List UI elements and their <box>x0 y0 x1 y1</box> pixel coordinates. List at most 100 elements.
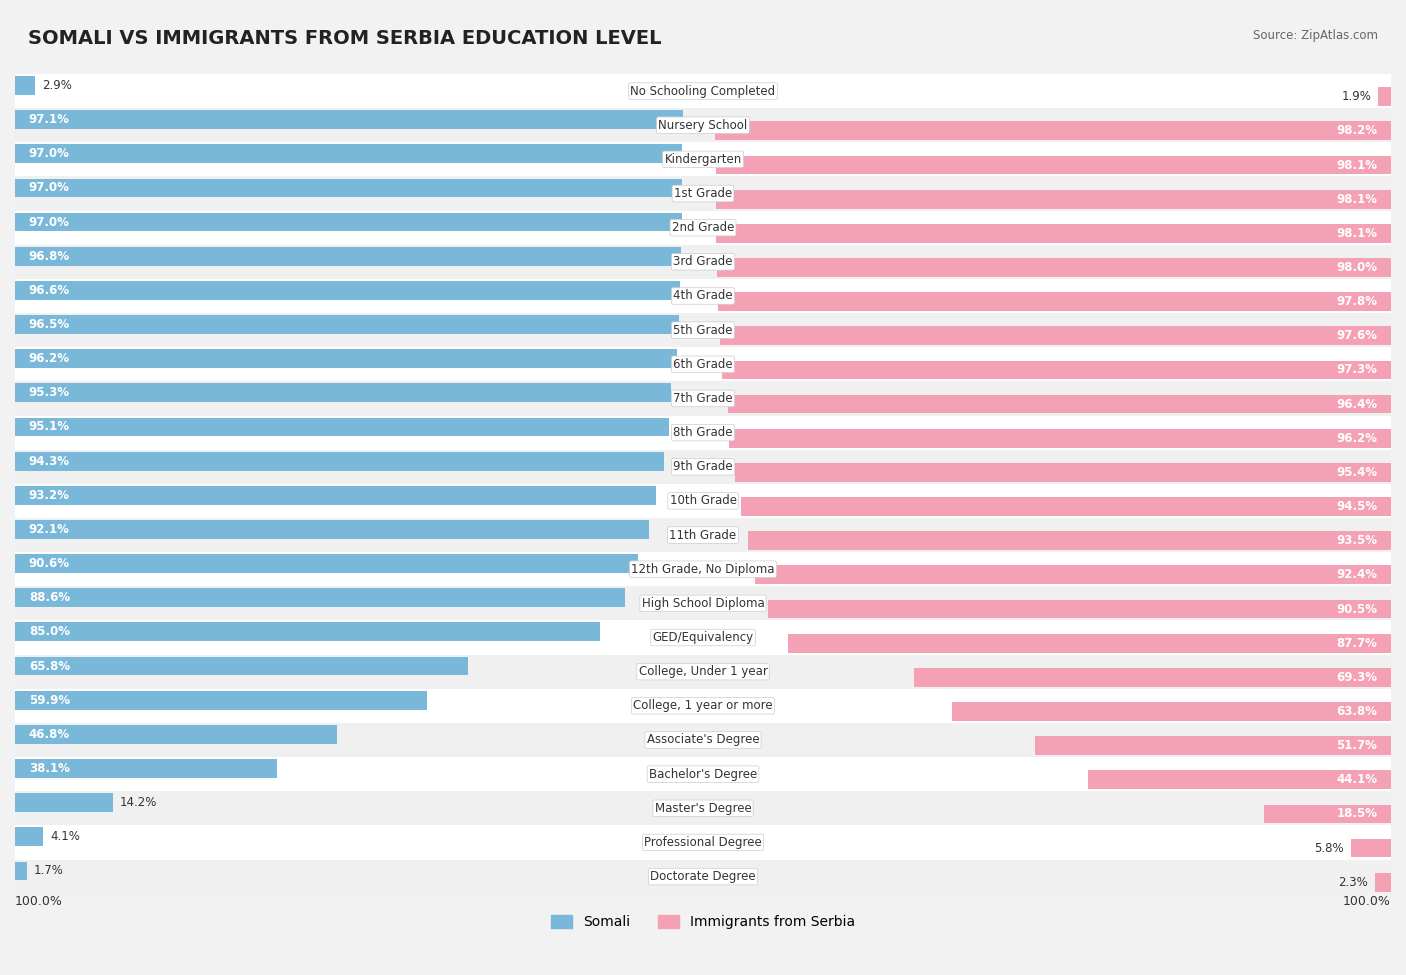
Bar <box>721 361 1391 379</box>
Text: GED/Equivalency: GED/Equivalency <box>652 631 754 644</box>
Bar <box>15 826 1391 860</box>
Bar <box>15 449 1391 484</box>
Text: 95.3%: 95.3% <box>28 386 70 400</box>
Bar <box>748 531 1391 550</box>
Bar <box>15 76 35 95</box>
Text: 98.1%: 98.1% <box>1336 227 1378 240</box>
Bar <box>15 654 1391 688</box>
Text: Nursery School: Nursery School <box>658 119 748 132</box>
Text: 44.1%: 44.1% <box>1336 773 1378 786</box>
Text: 96.8%: 96.8% <box>28 250 70 262</box>
Text: 98.2%: 98.2% <box>1336 125 1378 137</box>
Bar <box>1351 838 1391 857</box>
Bar <box>15 691 427 710</box>
Bar <box>15 656 468 676</box>
Bar <box>15 586 1391 620</box>
Bar <box>1035 736 1391 755</box>
Text: 2.9%: 2.9% <box>42 79 72 92</box>
Bar <box>735 463 1391 482</box>
Text: 93.5%: 93.5% <box>1336 534 1378 547</box>
Text: 2nd Grade: 2nd Grade <box>672 221 734 234</box>
Bar <box>15 383 671 403</box>
Text: Master's Degree: Master's Degree <box>655 801 751 815</box>
Bar <box>952 702 1391 721</box>
Text: 90.5%: 90.5% <box>1336 603 1378 615</box>
Text: 4th Grade: 4th Grade <box>673 290 733 302</box>
Bar <box>15 520 648 539</box>
Bar <box>15 725 337 744</box>
Text: SOMALI VS IMMIGRANTS FROM SERBIA EDUCATION LEVEL: SOMALI VS IMMIGRANTS FROM SERBIA EDUCATI… <box>28 29 662 48</box>
Text: 96.6%: 96.6% <box>28 284 70 296</box>
Bar <box>15 281 679 299</box>
Text: 100.0%: 100.0% <box>1343 895 1391 908</box>
Text: 88.6%: 88.6% <box>28 591 70 604</box>
Text: 1st Grade: 1st Grade <box>673 187 733 200</box>
Bar <box>15 484 1391 518</box>
Text: 3rd Grade: 3rd Grade <box>673 255 733 268</box>
Text: 2.3%: 2.3% <box>1339 876 1368 889</box>
Text: 97.6%: 97.6% <box>1336 330 1378 342</box>
Text: 92.4%: 92.4% <box>1336 568 1378 581</box>
Bar <box>1088 770 1391 789</box>
Bar <box>716 190 1391 209</box>
Bar <box>15 757 1391 791</box>
Bar <box>717 258 1391 277</box>
Text: 1.9%: 1.9% <box>1341 91 1371 103</box>
Bar <box>718 292 1391 311</box>
Bar <box>15 213 682 231</box>
Text: No Schooling Completed: No Schooling Completed <box>630 85 776 98</box>
Text: 1.7%: 1.7% <box>34 865 63 878</box>
Text: 63.8%: 63.8% <box>1336 705 1378 718</box>
Text: 85.0%: 85.0% <box>28 625 70 639</box>
Bar <box>15 247 681 265</box>
Text: 96.2%: 96.2% <box>28 352 70 366</box>
Text: 69.3%: 69.3% <box>1336 671 1378 683</box>
Bar <box>15 313 1391 347</box>
Bar <box>15 862 27 880</box>
Bar <box>15 415 1391 449</box>
Text: 9th Grade: 9th Grade <box>673 460 733 473</box>
Text: Source: ZipAtlas.com: Source: ZipAtlas.com <box>1253 29 1378 42</box>
Text: 97.0%: 97.0% <box>28 181 70 194</box>
Bar <box>15 417 669 437</box>
Bar <box>15 760 277 778</box>
Text: 98.1%: 98.1% <box>1336 193 1378 206</box>
Bar <box>1375 873 1391 891</box>
Text: 92.1%: 92.1% <box>28 523 70 536</box>
Bar <box>755 566 1391 584</box>
Bar <box>15 860 1391 894</box>
Text: 11th Grade: 11th Grade <box>669 528 737 541</box>
Text: 97.3%: 97.3% <box>1336 364 1378 376</box>
Text: 18.5%: 18.5% <box>1336 807 1378 820</box>
Bar <box>15 486 657 505</box>
Bar <box>15 211 1391 245</box>
Text: 96.2%: 96.2% <box>1336 432 1378 445</box>
Text: 14.2%: 14.2% <box>120 797 157 809</box>
Bar <box>15 245 1391 279</box>
Bar <box>1378 88 1391 106</box>
Bar <box>15 110 683 129</box>
Bar <box>741 497 1391 516</box>
Bar <box>15 791 1391 826</box>
Text: 38.1%: 38.1% <box>28 762 70 775</box>
Bar <box>787 634 1391 652</box>
Bar <box>15 794 112 812</box>
Text: 97.0%: 97.0% <box>28 215 70 228</box>
Bar <box>15 518 1391 552</box>
Text: 5th Grade: 5th Grade <box>673 324 733 336</box>
Bar <box>15 176 1391 211</box>
Bar <box>1264 804 1391 823</box>
Text: 97.0%: 97.0% <box>28 147 70 160</box>
Text: College, 1 year or more: College, 1 year or more <box>633 699 773 713</box>
Text: 12th Grade, No Diploma: 12th Grade, No Diploma <box>631 563 775 575</box>
Bar <box>15 178 682 197</box>
Legend: Somali, Immigrants from Serbia: Somali, Immigrants from Serbia <box>546 910 860 935</box>
Text: 97.1%: 97.1% <box>28 113 70 126</box>
Bar <box>15 688 1391 722</box>
Bar <box>15 552 1391 586</box>
Text: 7th Grade: 7th Grade <box>673 392 733 405</box>
Bar <box>15 279 1391 313</box>
Text: 65.8%: 65.8% <box>28 659 70 673</box>
Text: 6th Grade: 6th Grade <box>673 358 733 370</box>
Bar <box>15 349 676 368</box>
